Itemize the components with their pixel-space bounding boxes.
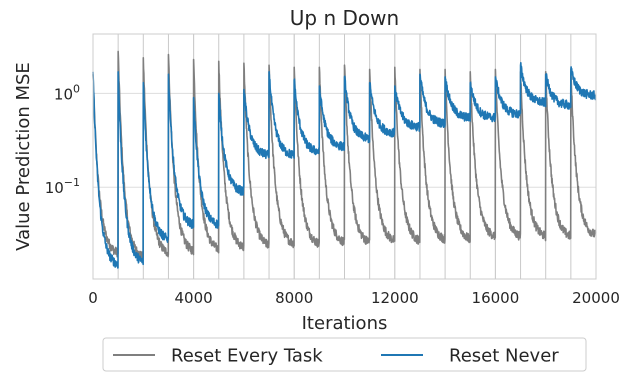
x-tick-label-2: 8000 xyxy=(275,289,313,307)
x-tick-label-3: 12000 xyxy=(371,289,419,307)
series-line-1 xyxy=(92,61,597,269)
y-tick-label-1: 10−1 xyxy=(45,176,80,197)
x-tick-label-1: 4000 xyxy=(175,289,213,307)
x-tick-labels: 0 4000 8000 12000 16000 20000 xyxy=(88,289,620,307)
y-tick-labels: 100 10−1 xyxy=(45,82,80,197)
legend-label-0: Reset Every Task xyxy=(171,346,323,367)
x-tick-label-0: 0 xyxy=(88,289,98,307)
x-tick-label-4: 16000 xyxy=(472,289,520,307)
series-line-0 xyxy=(92,50,597,261)
chart-title: Up n Down xyxy=(290,6,399,30)
x-axis-label: Iterations xyxy=(302,313,388,334)
legend-box xyxy=(102,337,587,372)
x-tick-label-5: 20000 xyxy=(572,289,620,307)
legend: Reset Every Task Reset Never xyxy=(102,337,587,372)
plot-frame xyxy=(92,33,597,280)
y-tick-label-0: 100 xyxy=(54,82,80,103)
y-axis-label: Value Prediction MSE xyxy=(13,62,34,251)
series-group xyxy=(92,50,597,269)
legend-label-1: Reset Never xyxy=(449,346,559,367)
